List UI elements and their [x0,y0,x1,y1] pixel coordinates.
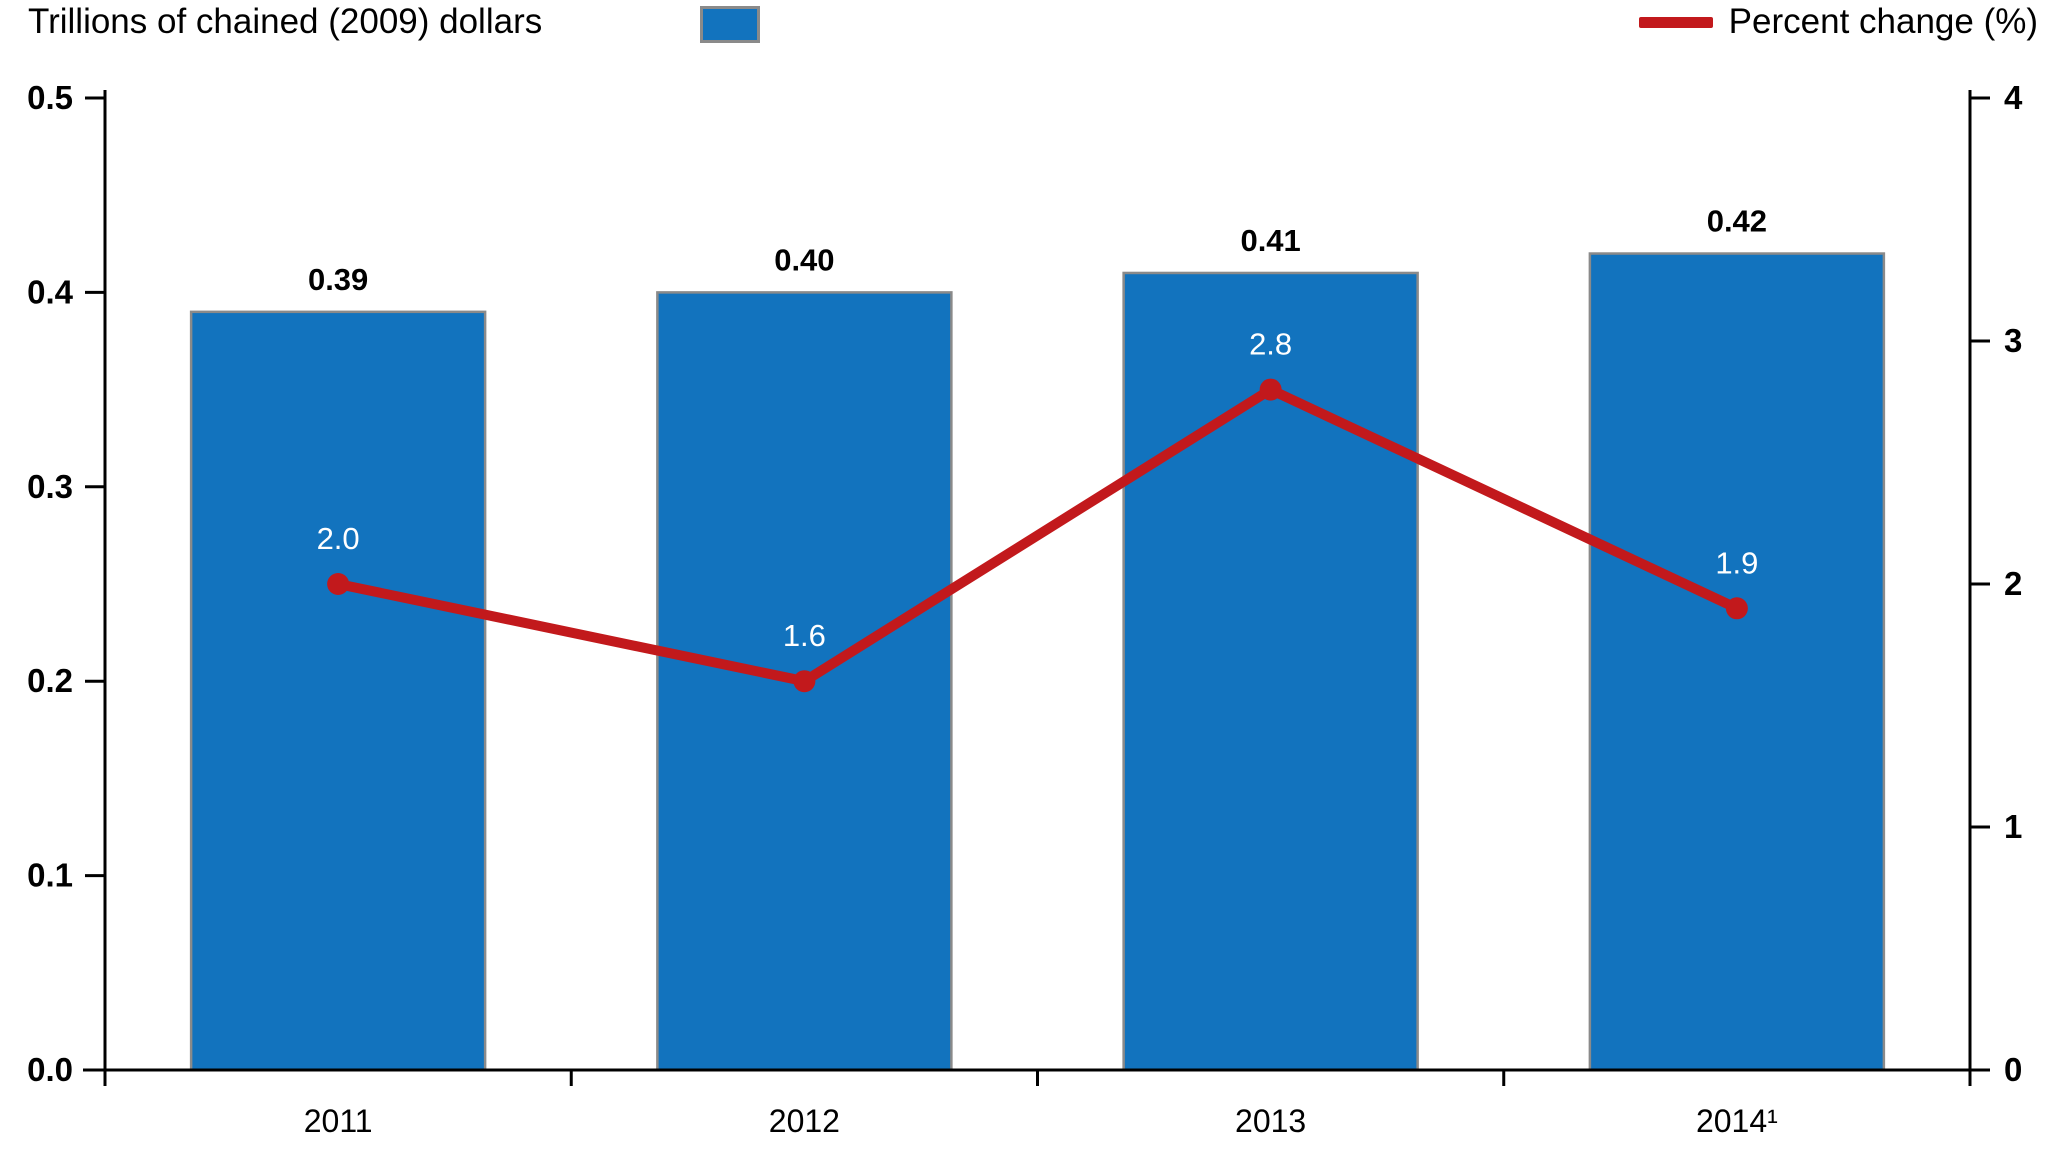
right-axis-tick-label: 1 [2004,808,2022,845]
left-axis-tick-label: 0.1 [27,857,73,894]
x-axis-category-label: 2011 [304,1103,373,1139]
bar-2011 [189,310,487,1072]
x-axis-category-label: 2014¹ [1696,1103,1778,1139]
bar-value-label-2013: 0.41 [1240,223,1300,258]
percent-change-line [337,384,1739,687]
right-axis-tick-label: 0 [2004,1051,2022,1088]
line-value-label-2012: 1.6 [783,618,826,653]
line-point-2012 [793,670,816,693]
left-axis-tick-label: 0.3 [27,468,73,505]
left-axis-tick-label: 0.2 [27,662,73,699]
line-value-label-2013: 2.8 [1249,327,1292,362]
bar-2014¹ [1588,252,1886,1072]
line-point-2013 [1259,378,1282,401]
line-value-label-2014¹: 1.9 [1715,545,1758,580]
line-value-label-2011: 2.0 [317,521,360,556]
bar-2013 [1122,271,1419,1072]
legend-line: Percent change (%) [1638,2,2038,42]
bar-value-label-2014¹: 0.42 [1707,204,1767,239]
x-axis-category-label: 2012 [769,1103,840,1139]
line-point-2014¹ [1725,597,1748,620]
x-axis-category-label: 2013 [1235,1103,1306,1139]
legend-bar-swatch-icon [700,6,760,43]
bar-value-label-2011: 0.39 [308,262,368,297]
bar-value-label-2012: 0.40 [774,242,834,277]
legend-bars-label: Trillions of chained (2009) dollars [28,2,543,41]
right-axis-tick-label: 3 [2004,322,2022,359]
legend-line-label: Percent change (%) [1728,2,2038,41]
line-point-2011 [327,573,350,595]
right-axis-tick-label: 2 [2004,565,2022,602]
left-axis-tick-label: 0.4 [27,273,74,310]
right-axis-tick-label: 4 [2004,79,2023,116]
left-axis-tick-label: 0.5 [27,79,73,116]
legend-line-swatch-icon [1638,16,1713,28]
left-axis-tick-label: 0.0 [27,1051,73,1088]
